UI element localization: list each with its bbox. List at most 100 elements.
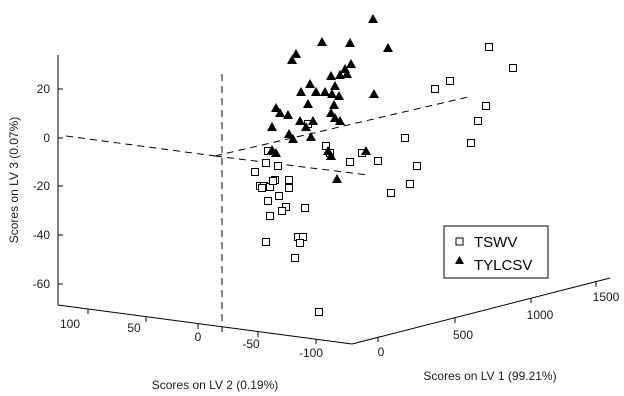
tylcsv-point: [326, 108, 336, 117]
tylcsv-point: [283, 110, 293, 119]
x-axis-title: Scores on LV 1 (99.21%): [423, 369, 556, 383]
tswv-point: [482, 102, 490, 110]
tylcsv-point: [320, 87, 330, 96]
tswv-point: [274, 162, 282, 170]
tylcsv-point: [271, 103, 281, 112]
y-axis-title: Scores on LV 2 (0.19%): [152, 378, 279, 392]
tswv-point: [315, 308, 323, 316]
tylcsv-point: [346, 59, 356, 68]
tswv-point: [406, 180, 414, 188]
z-tick-label: -20: [33, 179, 51, 193]
tylcsv-point: [330, 113, 340, 122]
tylcsv-point: [305, 79, 315, 88]
tylcsv-point: [308, 116, 318, 125]
z-tick-labels: 20 0 -20 -40 -60: [33, 82, 51, 291]
reference-line-front: [214, 155, 369, 176]
tswv-point: [285, 176, 293, 184]
tswv-point: [258, 184, 266, 192]
y-tick-labels: 100 50 0 -50 -100: [60, 317, 323, 360]
z-tick-label: -60: [33, 277, 51, 291]
tswv-point: [509, 64, 517, 72]
tylcsv-point: [296, 87, 306, 96]
x-tick-labels: 0 500 1000 1500: [378, 290, 620, 359]
tylcsv-point: [306, 132, 316, 141]
y-tick-label: 0: [195, 330, 202, 344]
tswv-point: [301, 204, 309, 212]
tylcsv-point: [369, 89, 379, 98]
tswv-point: [374, 157, 382, 165]
legend-marker-tswv: [455, 237, 464, 246]
tylcsv-point: [383, 43, 393, 52]
y-tick-label: 50: [127, 321, 141, 335]
tylcsv-point: [342, 69, 352, 78]
tylcsv-point: [267, 122, 277, 131]
reference-line-left: [65, 135, 216, 157]
tylcsv-point: [287, 55, 297, 64]
legend-box: [443, 225, 549, 279]
tswv-point: [262, 238, 270, 246]
tylcsv-point: [271, 148, 281, 157]
tylcsv-point: [334, 91, 344, 100]
tswv-point: [446, 77, 454, 85]
tylcsv-point: [332, 174, 342, 183]
y-tick-label: -100: [299, 346, 323, 360]
tswv-point: [269, 177, 277, 185]
z-tick-label: 0: [43, 131, 50, 145]
tylcsv-point: [288, 134, 298, 143]
series-tswv: [251, 43, 517, 316]
tylcsv-point: [326, 151, 336, 160]
tylcsv-point: [327, 89, 337, 98]
z-tick-label: -40: [33, 228, 51, 242]
reference-lines: [65, 74, 469, 332]
tswv-point: [387, 189, 395, 197]
tswv-point: [275, 192, 283, 200]
legend-marker-tylcsv: [455, 256, 464, 264]
tswv-point: [251, 168, 259, 176]
tswv-point: [346, 158, 354, 166]
tylcsv-point: [361, 146, 371, 155]
tswv-point: [474, 117, 482, 125]
tick-marks: [58, 88, 597, 344]
reference-line-right: [214, 96, 469, 157]
tswv-point: [264, 197, 272, 205]
legend: TSWV TYLCSV: [443, 225, 549, 279]
tswv-point: [431, 85, 439, 93]
tylcsv-point: [345, 38, 355, 47]
x-tick-label: 0: [378, 345, 385, 359]
y-tick-label: 100: [60, 317, 80, 331]
tylcsv-point: [329, 100, 339, 109]
tswv-point: [266, 212, 274, 220]
axis-frame: [57, 55, 611, 345]
tswv-point: [296, 239, 304, 247]
z-axis-title: Scores on LV 3 (0.07%): [7, 117, 21, 244]
tylcsv-point: [317, 37, 327, 46]
tswv-point: [262, 159, 270, 167]
tylcsv-point: [326, 71, 336, 80]
y-axis-line: [57, 304, 353, 345]
x-axis-line: [351, 277, 611, 345]
tswv-point: [401, 134, 409, 142]
tswv-point: [278, 207, 286, 215]
z-tick-label: 20: [37, 82, 51, 96]
legend-label-tswv: TSWV: [474, 234, 517, 251]
tylcsv-point: [284, 129, 294, 138]
tswv-point: [285, 184, 293, 192]
tylcsv-point: [330, 81, 340, 90]
tylcsv-point: [303, 99, 313, 108]
y-tick-label: -50: [242, 337, 260, 351]
legend-label-tylcsv: TYLCSV: [474, 257, 532, 274]
tylcsv-point: [301, 122, 311, 131]
x-tick-label: 1000: [527, 308, 554, 322]
series-tylcsv: [267, 14, 393, 183]
tylcsv-point: [335, 70, 345, 79]
tylcsv-point: [311, 87, 321, 96]
tylcsv-point: [295, 116, 305, 125]
tswv-point: [485, 43, 493, 51]
tswv-point: [467, 139, 475, 147]
tylcsv-point: [275, 108, 285, 117]
x-tick-label: 1500: [593, 290, 620, 304]
tylcsv-point: [291, 49, 301, 58]
tylcsv-point: [368, 14, 378, 23]
